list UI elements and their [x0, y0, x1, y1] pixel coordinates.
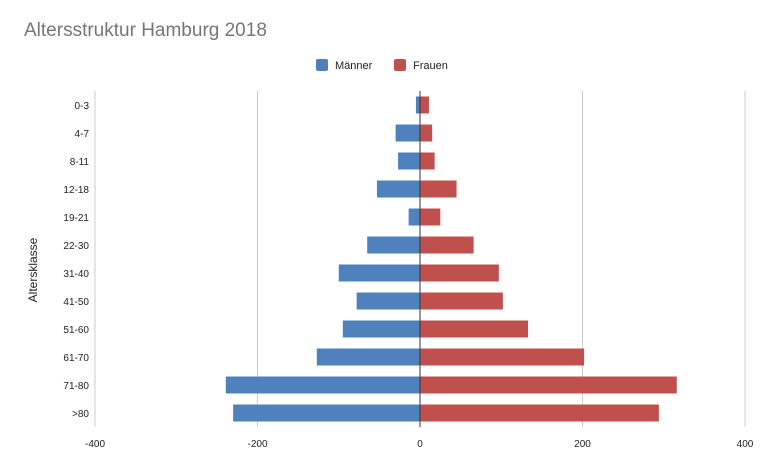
bar-frauen-10: [420, 376, 677, 394]
bar-frauen-11: [420, 404, 659, 422]
y-tick-label: 31-40: [63, 269, 89, 280]
bar-maenner-2: [398, 152, 420, 170]
bar-frauen-0: [420, 96, 429, 114]
bar-frauen-3: [420, 180, 457, 198]
bar-maenner-1: [395, 124, 420, 142]
y-tick-labels: 0-3 4-7 8-11 12-18 19-21 22-30 31-40 41-50 51-60…: [63, 101, 89, 420]
y-tick-label: 12-18: [63, 185, 89, 196]
bar-maenner-5: [367, 236, 420, 254]
legend-swatch: [316, 59, 328, 71]
legend-label: Männer: [335, 60, 373, 72]
gridlines: [94, 91, 746, 427]
legend: Männer Frauen: [316, 59, 448, 72]
y-tick-label: 41-50: [63, 297, 89, 308]
y-axis-title: Altersklasse: [26, 237, 40, 302]
x-tick-label: 400: [737, 439, 754, 450]
x-tick-labels: -400 -200 0 200 400: [85, 439, 754, 450]
legend-swatch: [394, 59, 406, 71]
bar-maenner-0: [415, 96, 420, 114]
bar-maenner-6: [338, 264, 420, 282]
y-tick-label: 22-30: [63, 241, 89, 252]
y-tick-label: 0-3: [75, 101, 90, 112]
bar-maenner-11: [233, 404, 420, 422]
bar-maenner-4: [408, 208, 420, 226]
legend-label: Frauen: [413, 60, 448, 72]
bar-maenner-3: [376, 180, 420, 198]
bars: [225, 96, 677, 422]
bar-frauen-8: [420, 320, 529, 338]
y-tick-label: >80: [72, 409, 89, 420]
bar-maenner-7: [356, 292, 420, 310]
bar-frauen-5: [420, 236, 474, 254]
bar-maenner-8: [342, 320, 420, 338]
bar-frauen-6: [420, 264, 499, 282]
y-tick-label: 8-11: [70, 157, 90, 168]
x-tick-label: -200: [247, 439, 267, 450]
bar-maenner-10: [225, 376, 420, 394]
legend-item-frauen: Frauen: [394, 59, 448, 72]
y-tick-label: 4-7: [75, 129, 90, 140]
bar-frauen-9: [420, 348, 585, 366]
bar-frauen-2: [420, 152, 435, 170]
legend-item-maenner: Männer: [316, 59, 373, 72]
x-tick-label: 0: [417, 439, 423, 450]
y-tick-label: 19-21: [63, 213, 89, 224]
y-tick-label: 71-80: [63, 381, 89, 392]
bar-frauen-7: [420, 292, 503, 310]
chart-title: Altersstruktur Hamburg 2018: [24, 20, 267, 41]
bar-maenner-9: [316, 348, 420, 366]
bar-frauen-4: [420, 208, 441, 226]
x-tick-label: -400: [85, 439, 105, 450]
bar-frauen-1: [420, 124, 433, 142]
x-tick-label: 200: [574, 439, 591, 450]
y-tick-label: 61-70: [63, 353, 89, 364]
y-tick-label: 51-60: [63, 325, 89, 336]
